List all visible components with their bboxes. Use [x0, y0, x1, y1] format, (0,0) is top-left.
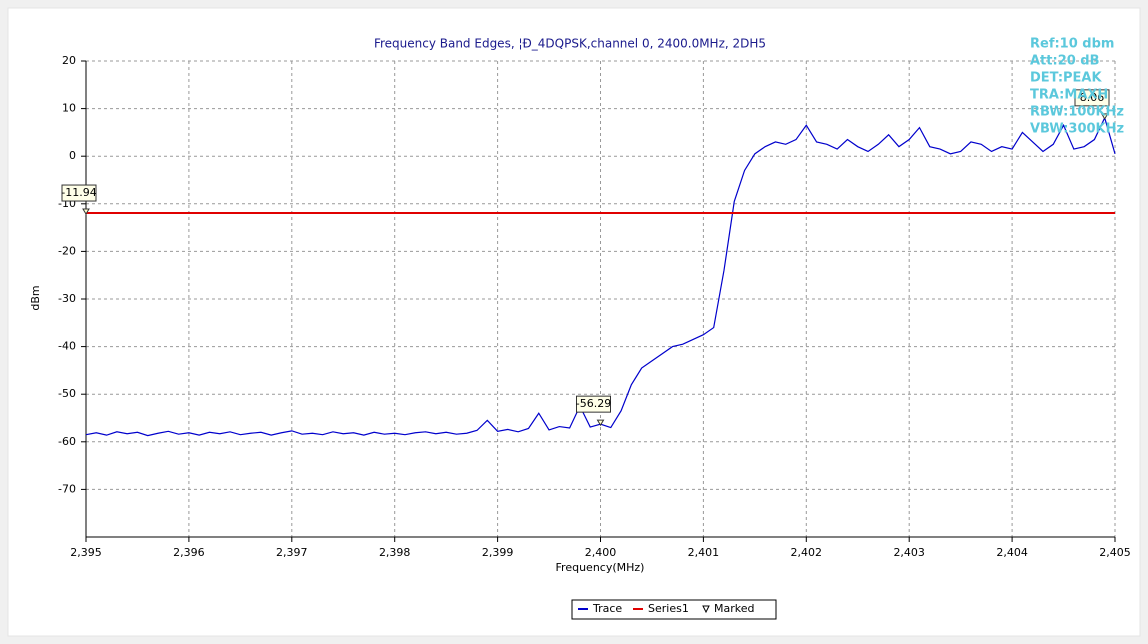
marker [1100, 113, 1109, 120]
x-tick-label: 2,396 [173, 546, 205, 559]
marker-label: -11.94 [61, 186, 96, 199]
x-tick-label: 2,399 [482, 546, 514, 559]
x-tick-label: 2,404 [996, 546, 1028, 559]
marker-label-box [61, 184, 97, 202]
x-axis-label: Frequency(MHz) [556, 561, 645, 574]
info-text: VBW:300KHz [1030, 122, 1124, 137]
legend-label: Trace [592, 602, 622, 615]
y-tick-label: -30 [58, 292, 76, 305]
x-tick-label: 2,395 [70, 546, 102, 559]
legend-label: Series1 [648, 602, 689, 615]
marker-label: -56.29 [576, 397, 611, 410]
legend [571, 599, 777, 620]
y-tick-label: -40 [58, 340, 76, 353]
info-text: DET:PEAK [1030, 71, 1102, 86]
legend-label: Marked [714, 602, 754, 615]
chart-title: Frequency Band Edges, ¦Ð_4DQPSK,channel … [374, 37, 766, 51]
x-tick-label: 2,401 [688, 546, 720, 559]
info-text: Att:20 dB [1030, 54, 1100, 69]
y-tick-label: -60 [58, 435, 76, 448]
x-tick-label: 2,398 [379, 546, 411, 559]
info-text: TRA:MAXH [1030, 88, 1108, 103]
y-tick-label: 20 [62, 54, 76, 67]
y-axis-label: dBm [29, 285, 42, 310]
marker-label-box [576, 395, 611, 413]
y-tick-label: -50 [58, 387, 76, 400]
y-tick-label: -70 [58, 482, 76, 495]
x-tick-label: 2,400 [585, 546, 617, 559]
x-tick-label: 2,403 [893, 546, 925, 559]
info-text: Ref:10 dbm [1030, 37, 1114, 52]
info-text: RBW:100KHz [1030, 105, 1124, 120]
x-tick-label: 2,397 [276, 546, 308, 559]
y-tick-label: -20 [58, 244, 76, 257]
x-tick-label: 2,402 [791, 546, 823, 559]
x-tick-label: 2,405 [1099, 546, 1131, 559]
marker [596, 419, 605, 427]
legend-swatch [702, 605, 710, 614]
marker-label-box [1074, 89, 1110, 107]
marker-label: 8.06 [1080, 91, 1105, 104]
y-tick-label: 10 [62, 102, 76, 115]
marker [82, 208, 90, 216]
y-tick-label: 0 [69, 149, 76, 162]
